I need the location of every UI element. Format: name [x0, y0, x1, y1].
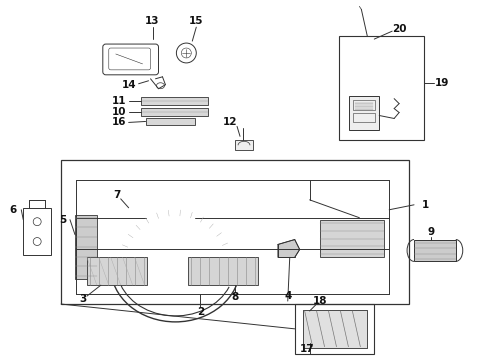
- Text: 12: 12: [223, 117, 237, 127]
- Text: 20: 20: [392, 24, 406, 34]
- Text: 19: 19: [435, 78, 449, 88]
- Bar: [353, 113, 375, 122]
- Text: 5: 5: [59, 215, 67, 225]
- Polygon shape: [278, 239, 300, 257]
- Bar: [188, 257, 258, 285]
- Bar: [141, 108, 208, 116]
- Bar: [303, 310, 368, 348]
- Text: 4: 4: [284, 291, 292, 301]
- Text: 11: 11: [111, 96, 126, 105]
- Text: 13: 13: [145, 16, 160, 26]
- Bar: [319, 220, 384, 257]
- Bar: [353, 100, 375, 109]
- Text: 3: 3: [79, 294, 87, 304]
- Bar: [87, 257, 147, 285]
- Text: 8: 8: [231, 292, 239, 302]
- Bar: [23, 208, 51, 255]
- Text: 1: 1: [421, 200, 429, 210]
- Bar: [414, 239, 456, 261]
- Text: 17: 17: [299, 344, 314, 354]
- Text: 7: 7: [113, 190, 121, 200]
- Bar: [235, 140, 253, 150]
- Bar: [61, 160, 409, 304]
- Bar: [146, 118, 196, 125]
- Bar: [75, 215, 97, 279]
- Bar: [294, 304, 374, 354]
- Text: 9: 9: [427, 226, 435, 237]
- Text: 10: 10: [111, 107, 126, 117]
- Text: 2: 2: [196, 307, 204, 317]
- Bar: [303, 310, 368, 348]
- Text: 16: 16: [111, 117, 126, 127]
- Bar: [141, 96, 208, 105]
- Text: 18: 18: [312, 296, 327, 306]
- Bar: [340, 36, 424, 140]
- Bar: [349, 96, 379, 130]
- Text: 15: 15: [189, 16, 203, 26]
- Text: 14: 14: [122, 80, 136, 90]
- Text: 6: 6: [10, 205, 17, 215]
